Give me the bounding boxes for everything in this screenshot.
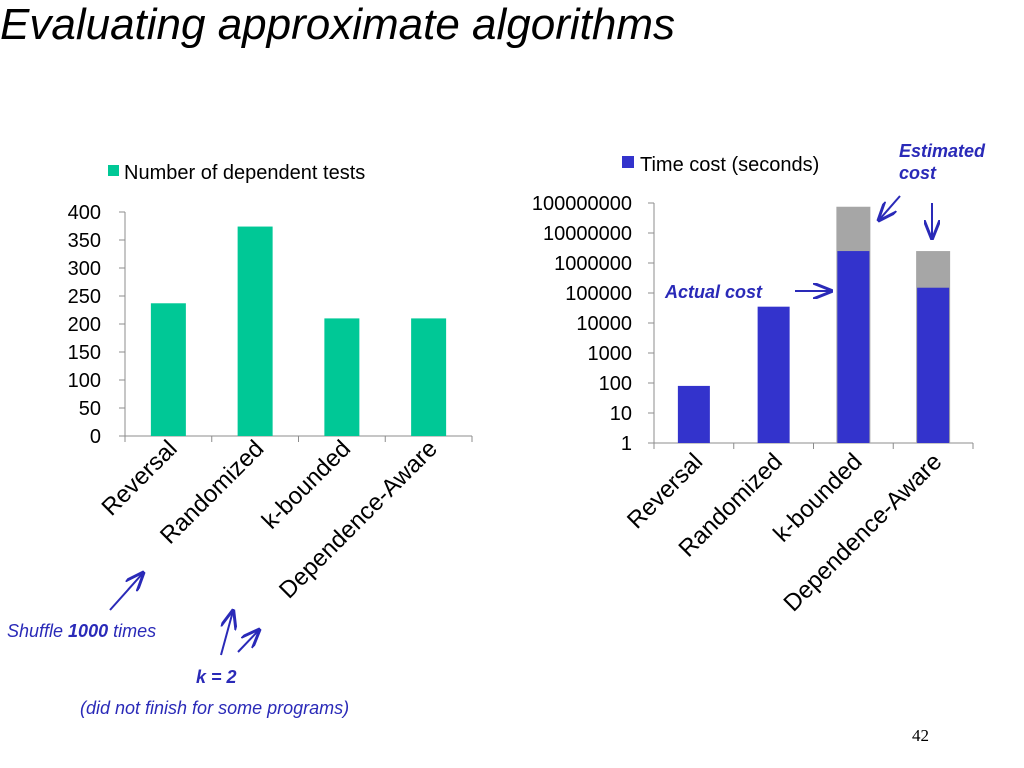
y-tick-label: 150 (68, 342, 101, 364)
did-not-finish-note: (did not finish for some programs) (80, 698, 350, 718)
legend-swatch-dependent-tests (108, 165, 119, 176)
shuffle-count: 1000 (68, 621, 109, 641)
page-number: 42 (912, 726, 929, 745)
dependent-tests-chart: Number of dependent tests 0 50 100 150 200 250… (68, 162, 473, 604)
actual-cost-label: Actual cost (665, 282, 763, 302)
y-tick-label: 10 (610, 403, 632, 425)
y-tick-label: 1 (621, 433, 632, 455)
y-tick-label: 100 (68, 370, 101, 392)
bar-dependence-aware (917, 287, 950, 443)
y-tick-label: 350 (68, 230, 101, 252)
y-tick-label: 10000 (576, 313, 632, 335)
x-tick-label: Dependence-Aware (779, 448, 948, 617)
estimated-cost-arrow-1 (879, 195, 901, 220)
shuffle-suffix: times (108, 621, 157, 641)
bar-k-bounded (324, 318, 360, 436)
legend-label-dependent-tests: Number of dependent tests (124, 162, 365, 184)
y-tick-label: 10000000 (543, 223, 632, 245)
y-tick-label: 100000000 (532, 193, 632, 215)
k-arrow-1 (220, 611, 233, 656)
bar-k-bounded (837, 251, 870, 443)
bar-reversal (677, 385, 710, 443)
y-tick-label: 250 (68, 286, 101, 308)
bar-reversal (150, 303, 186, 436)
legend-swatch-time-cost (622, 156, 634, 168)
k-arrow-2 (237, 630, 259, 653)
bar-randomized (237, 226, 273, 436)
y-tick-label: 1000 (588, 343, 633, 365)
slide-title: Evaluating approximate algorithms (0, 0, 676, 49)
shuffle-note: Shuffle 1000 times (7, 621, 156, 642)
legend-label-time-cost: Time cost (seconds) (640, 154, 819, 176)
x-tick-label: Dependence-Aware (274, 435, 443, 604)
y-tick-label: 100000 (565, 283, 632, 305)
x-tick-label: Reversal (97, 435, 183, 521)
annotation-arrows (109, 195, 932, 656)
y-tick-label: 300 (68, 258, 101, 280)
y-tick-label: 50 (79, 398, 101, 420)
shuffle-prefix: Shuffle (7, 621, 69, 641)
time-cost-chart: Time cost (seconds) 1 10 100 1000 10000 100000… (532, 154, 974, 617)
bar-randomized (757, 306, 790, 443)
y-tick-label: 1000000 (554, 253, 632, 275)
k-value-note: k = 2 (196, 667, 237, 687)
shuffle-arrow (109, 573, 143, 611)
estimated-cost-label: Estimated cost (899, 141, 986, 183)
y-tick-label: 100 (599, 373, 632, 395)
y-tick-label: 0 (90, 426, 101, 448)
y-tick-label: 400 (68, 202, 101, 224)
y-tick-label: 200 (68, 314, 101, 336)
bar-dependence-aware (411, 318, 447, 436)
